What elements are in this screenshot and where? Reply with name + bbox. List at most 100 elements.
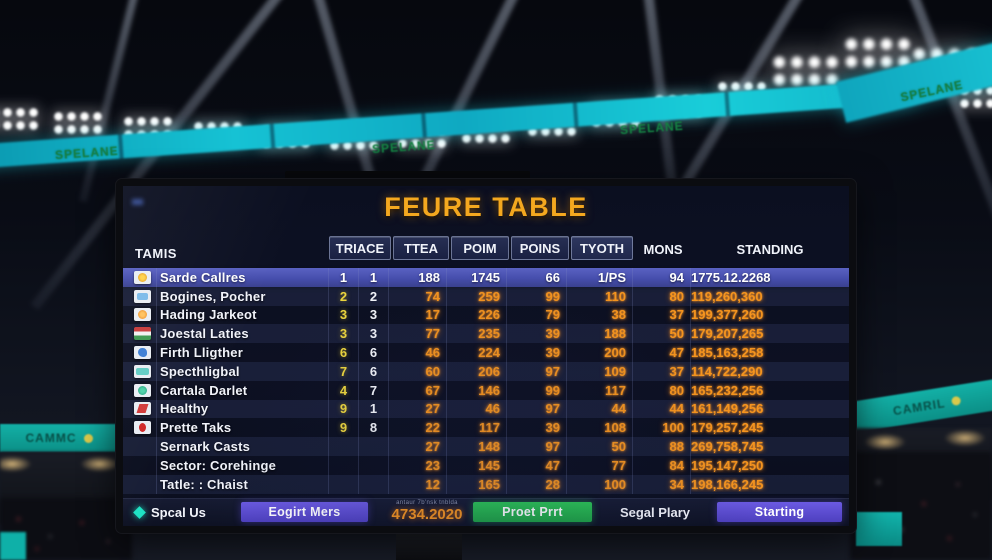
poim-value: 46: [447, 399, 507, 419]
rank-secondary: 3: [359, 305, 389, 325]
mons-value: 84: [633, 455, 691, 475]
flag-cell: [123, 437, 157, 456]
ttea-value: 12: [389, 474, 447, 494]
rank-primary: 6: [329, 343, 359, 362]
mons-value: 94: [633, 268, 691, 287]
mons-value: 50: [633, 324, 691, 344]
standing-value: 198,166,245: [691, 476, 764, 492]
proet-prrt-button[interactable]: Proet Prrt: [473, 502, 592, 522]
rank-primary: 4: [329, 380, 359, 400]
scoreboard-screen: FEURE TABLE TAMIS TRIACE TTEA POIM POINS…: [123, 186, 849, 526]
rank-secondary: 1: [359, 268, 389, 287]
ttea-value: 188: [389, 268, 447, 287]
tyoth-value: 38: [567, 305, 633, 325]
led-patch-bottom-left: [0, 532, 26, 560]
flag-cell: [123, 418, 157, 438]
poins-value: 97: [507, 399, 567, 419]
standing-value: 185,163,258: [691, 345, 764, 361]
standing-value: 179,207,265: [691, 326, 764, 342]
table-row: Sarde Callres 1 1 188 1745 66 1/PS 94 17…: [123, 268, 849, 287]
team-flag-icon: [134, 364, 151, 378]
flag-cell: [123, 380, 157, 400]
mons-value: 80: [633, 380, 691, 400]
table-row: Joestal Laties 3 3 77 235 39 188 50 179,…: [123, 324, 849, 344]
tyoth-value: 100: [567, 474, 633, 494]
ttea-value: 27: [389, 437, 447, 456]
rank-primary: [329, 437, 359, 456]
mons-value: 34: [633, 474, 691, 494]
rank-primary: 3: [329, 324, 359, 344]
team-flag-icon: [134, 327, 151, 341]
table-row: Specthligbal 7 6 60 206 97 109 37 114,72…: [123, 361, 849, 381]
special-item: Spcal Us: [133, 499, 206, 526]
team-name: Bogines, Pocher: [157, 286, 329, 306]
table-row: Sector: Corehinge 23 145 47 77 84 195,14…: [123, 455, 849, 475]
table-row: Hading Jarkeot 3 3 17 226 79 38 37 199,3…: [123, 305, 849, 325]
tyoth-value: 77: [567, 455, 633, 475]
standing-value: 269,758,745: [691, 439, 764, 455]
tyoth-value: 117: [567, 380, 633, 400]
flag-cell: [123, 361, 157, 381]
team-name: Firth Lligther: [157, 343, 329, 362]
rank-primary: 1: [329, 268, 359, 287]
poim-value: 1745: [447, 268, 507, 287]
starting-button[interactable]: Starting: [717, 502, 842, 522]
ribbon-text: SPELANE: [619, 118, 685, 138]
tyoth-value: 200: [567, 343, 633, 362]
standing-value: 179,257,245: [691, 420, 764, 436]
table-row: Sernark Casts 27 148 97 50 88 269,758,74…: [123, 437, 849, 456]
rank-primary: 9: [329, 399, 359, 419]
poim-value: 165: [447, 474, 507, 494]
mons-value: 44: [633, 399, 691, 419]
ttea-value: 46: [389, 343, 447, 362]
egirt-mers-button[interactable]: Eogirt Mers: [241, 502, 368, 522]
poim-value: 117: [447, 418, 507, 438]
team-name: Sarde Callres: [157, 268, 329, 287]
column-header-poim: POIM: [451, 236, 509, 260]
team-name: Tatle: : Chaist: [157, 474, 329, 494]
rank-secondary: [359, 455, 389, 475]
poins-value: 97: [507, 437, 567, 456]
mons-value: 88: [633, 437, 691, 456]
ttea-value: 60: [389, 361, 447, 381]
rank-primary: 9: [329, 418, 359, 438]
team-name: Healthy: [157, 399, 329, 419]
segal-item: Segal Plary: [605, 499, 705, 526]
poim-value: 146: [447, 380, 507, 400]
poins-value: 39: [507, 343, 567, 362]
flag-cell: [123, 268, 157, 287]
ribbon-text: SPELANE: [371, 137, 437, 157]
poim-value: 148: [447, 437, 507, 456]
rank-primary: [329, 474, 359, 494]
scoreboard-stand: [396, 534, 462, 560]
banner-dot-icon: [83, 433, 93, 443]
rank-primary: 7: [329, 361, 359, 381]
ticker-value: 4734.2020: [391, 506, 463, 523]
flag-cell: [123, 305, 157, 325]
ttea-value: 74: [389, 286, 447, 306]
flag-cell: [123, 286, 157, 306]
ttea-value: 17: [389, 305, 447, 325]
page-title: FEURE TABLE: [384, 192, 588, 222]
team-name: Sector: Corehinge: [157, 455, 329, 475]
rank-secondary: 8: [359, 418, 389, 438]
screen-glint: [132, 199, 143, 205]
tyoth-value: 188: [567, 324, 633, 344]
rank-primary: [329, 455, 359, 475]
poim-value: 235: [447, 324, 507, 344]
team-flag-icon: [134, 421, 151, 435]
rank-secondary: [359, 437, 389, 456]
poins-value: 39: [507, 418, 567, 438]
led-patch-bottom-right: [856, 512, 902, 546]
banner-dot-icon: [951, 395, 962, 406]
scoreboard-mount: [285, 171, 530, 181]
flag-cell: [123, 455, 157, 475]
diamond-icon: [133, 506, 146, 519]
crowd-right: [850, 452, 992, 560]
poim-value: 224: [447, 343, 507, 362]
poins-value: 28: [507, 474, 567, 494]
rank-primary: 2: [329, 286, 359, 306]
team-name: Hading Jarkeot: [157, 305, 329, 325]
standing-value: 195,147,250: [691, 457, 764, 473]
